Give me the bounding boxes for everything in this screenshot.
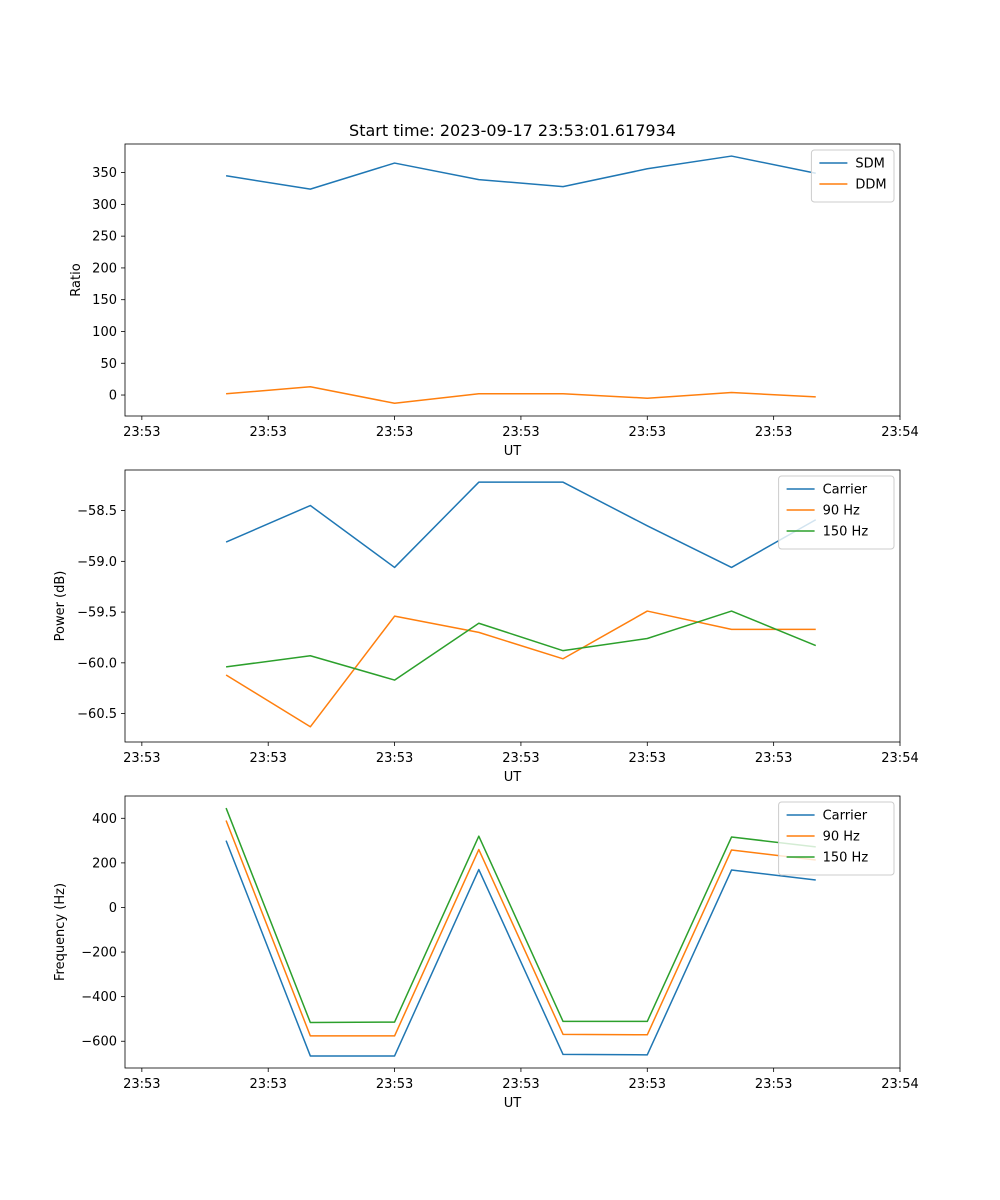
- ratio-y-tick-label: 200: [92, 261, 117, 276]
- frequency-series-90-hz: [225, 820, 816, 1037]
- frequency-y-tick-label: 0: [109, 901, 117, 916]
- power-legend: Carrier 90 Hz 150 Hz: [778, 475, 895, 550]
- frequency-series-150-hz: [225, 807, 816, 1024]
- power-legend-label: Carrier: [823, 483, 868, 498]
- ratio-axes-frame: [124, 143, 901, 417]
- frequency-x-tick-label: 23:53: [755, 1077, 792, 1092]
- power-y-tick-label: −60.0: [77, 656, 117, 671]
- frequency-legend: Carrier 90 Hz 150 Hz: [778, 801, 895, 876]
- frequency-y-tick-label: 400: [92, 812, 117, 827]
- ratio-y-tick-label: 100: [92, 325, 117, 340]
- power-series-150-hz: [225, 610, 817, 681]
- frequency-y-tick-label: −200: [81, 946, 117, 961]
- frequency-x-axis-label: UT: [504, 1096, 522, 1111]
- frequency-y-axis-label: Frequency (Hz): [53, 883, 68, 981]
- frequency-legend-label: 150 Hz: [823, 851, 869, 866]
- ratio-x-tick-label: 23:53: [502, 425, 539, 440]
- frequency-legend-label: Carrier: [823, 809, 868, 824]
- ratio-y-tick-label: 350: [92, 166, 117, 181]
- power-x-tick-label: 23:53: [755, 751, 792, 766]
- frequency-x-tick-label: 23:53: [123, 1077, 160, 1092]
- power-x-tick-label: 23:54: [881, 751, 918, 766]
- power-x-tick-label: 23:53: [249, 751, 286, 766]
- power-x-tick-label: 23:53: [629, 751, 666, 766]
- frequency-x-tick-label: 23:53: [376, 1077, 413, 1092]
- ratio-series-ddm: [226, 386, 816, 405]
- chart-title: Start time: 2023-09-17 23:53:01.617934: [349, 121, 676, 140]
- power-legend-label: 90 Hz: [823, 504, 860, 519]
- power-series-90-hz: [225, 610, 816, 728]
- frequency-x-tick-label: 23:53: [249, 1077, 286, 1092]
- ratio-x-tick-label: 23:53: [629, 425, 666, 440]
- ratio-y-tick-label: 150: [92, 293, 117, 308]
- power-series-carrier: [225, 481, 817, 569]
- ratio-panel: 23:53 23:53 23:53 23:53 23:53 23:53 23:54 0 50 10…: [69, 143, 919, 459]
- power-panel: 23:53 23:53 23:53 23:53 23:53 23:53 23:54 −60.5…: [53, 469, 919, 785]
- power-x-tick-label: 23:53: [502, 751, 539, 766]
- power-axes-frame: [124, 469, 901, 743]
- ratio-y-tick-label: 300: [92, 198, 117, 213]
- frequency-x-tick-label: 23:53: [502, 1077, 539, 1092]
- frequency-y-tick-label: −400: [81, 990, 117, 1005]
- power-y-tick-label: −58.5: [77, 504, 117, 519]
- ratio-y-tick-label: 50: [100, 357, 117, 372]
- frequency-axes-frame: [124, 795, 901, 1069]
- power-y-tick-label: −60.5: [77, 707, 117, 722]
- ratio-y-tick-label: 0: [109, 389, 117, 404]
- ratio-legend-label: SDM: [855, 157, 884, 172]
- power-y-axis-label: Power (dB): [53, 571, 68, 642]
- ratio-y-tick-label: 250: [92, 230, 117, 245]
- power-legend-label: 150 Hz: [823, 525, 869, 540]
- power-x-tick-label: 23:53: [376, 751, 413, 766]
- frequency-y-tick-label: −600: [81, 1035, 117, 1050]
- ratio-x-tick-label: 23:53: [755, 425, 792, 440]
- ratio-legend: SDM DDM: [810, 149, 895, 203]
- power-y-tick-label: −59.5: [77, 606, 117, 621]
- frequency-panel: 23:53 23:53 23:53 23:53 23:53 23:53 23:54 −600 −…: [53, 795, 919, 1111]
- frequency-legend-label: 90 Hz: [823, 830, 860, 845]
- ratio-y-axis-label: Ratio: [69, 263, 84, 296]
- power-x-axis-label: UT: [504, 770, 522, 785]
- power-x-tick-label: 23:53: [123, 751, 160, 766]
- ratio-x-tick-label: 23:53: [123, 425, 160, 440]
- ratio-x-tick-label: 23:54: [881, 425, 918, 440]
- ratio-series-sdm: [225, 155, 816, 190]
- ratio-legend-label: DDM: [855, 178, 886, 193]
- frequency-y-tick-label: 200: [92, 856, 117, 871]
- ratio-x-axis-label: UT: [504, 444, 522, 459]
- power-y-tick-label: −59.0: [77, 555, 117, 570]
- ratio-x-tick-label: 23:53: [249, 425, 286, 440]
- frequency-x-tick-label: 23:54: [881, 1077, 918, 1092]
- frequency-series-carrier: [225, 840, 816, 1057]
- ratio-x-tick-label: 23:53: [376, 425, 413, 440]
- frequency-x-tick-label: 23:53: [629, 1077, 666, 1092]
